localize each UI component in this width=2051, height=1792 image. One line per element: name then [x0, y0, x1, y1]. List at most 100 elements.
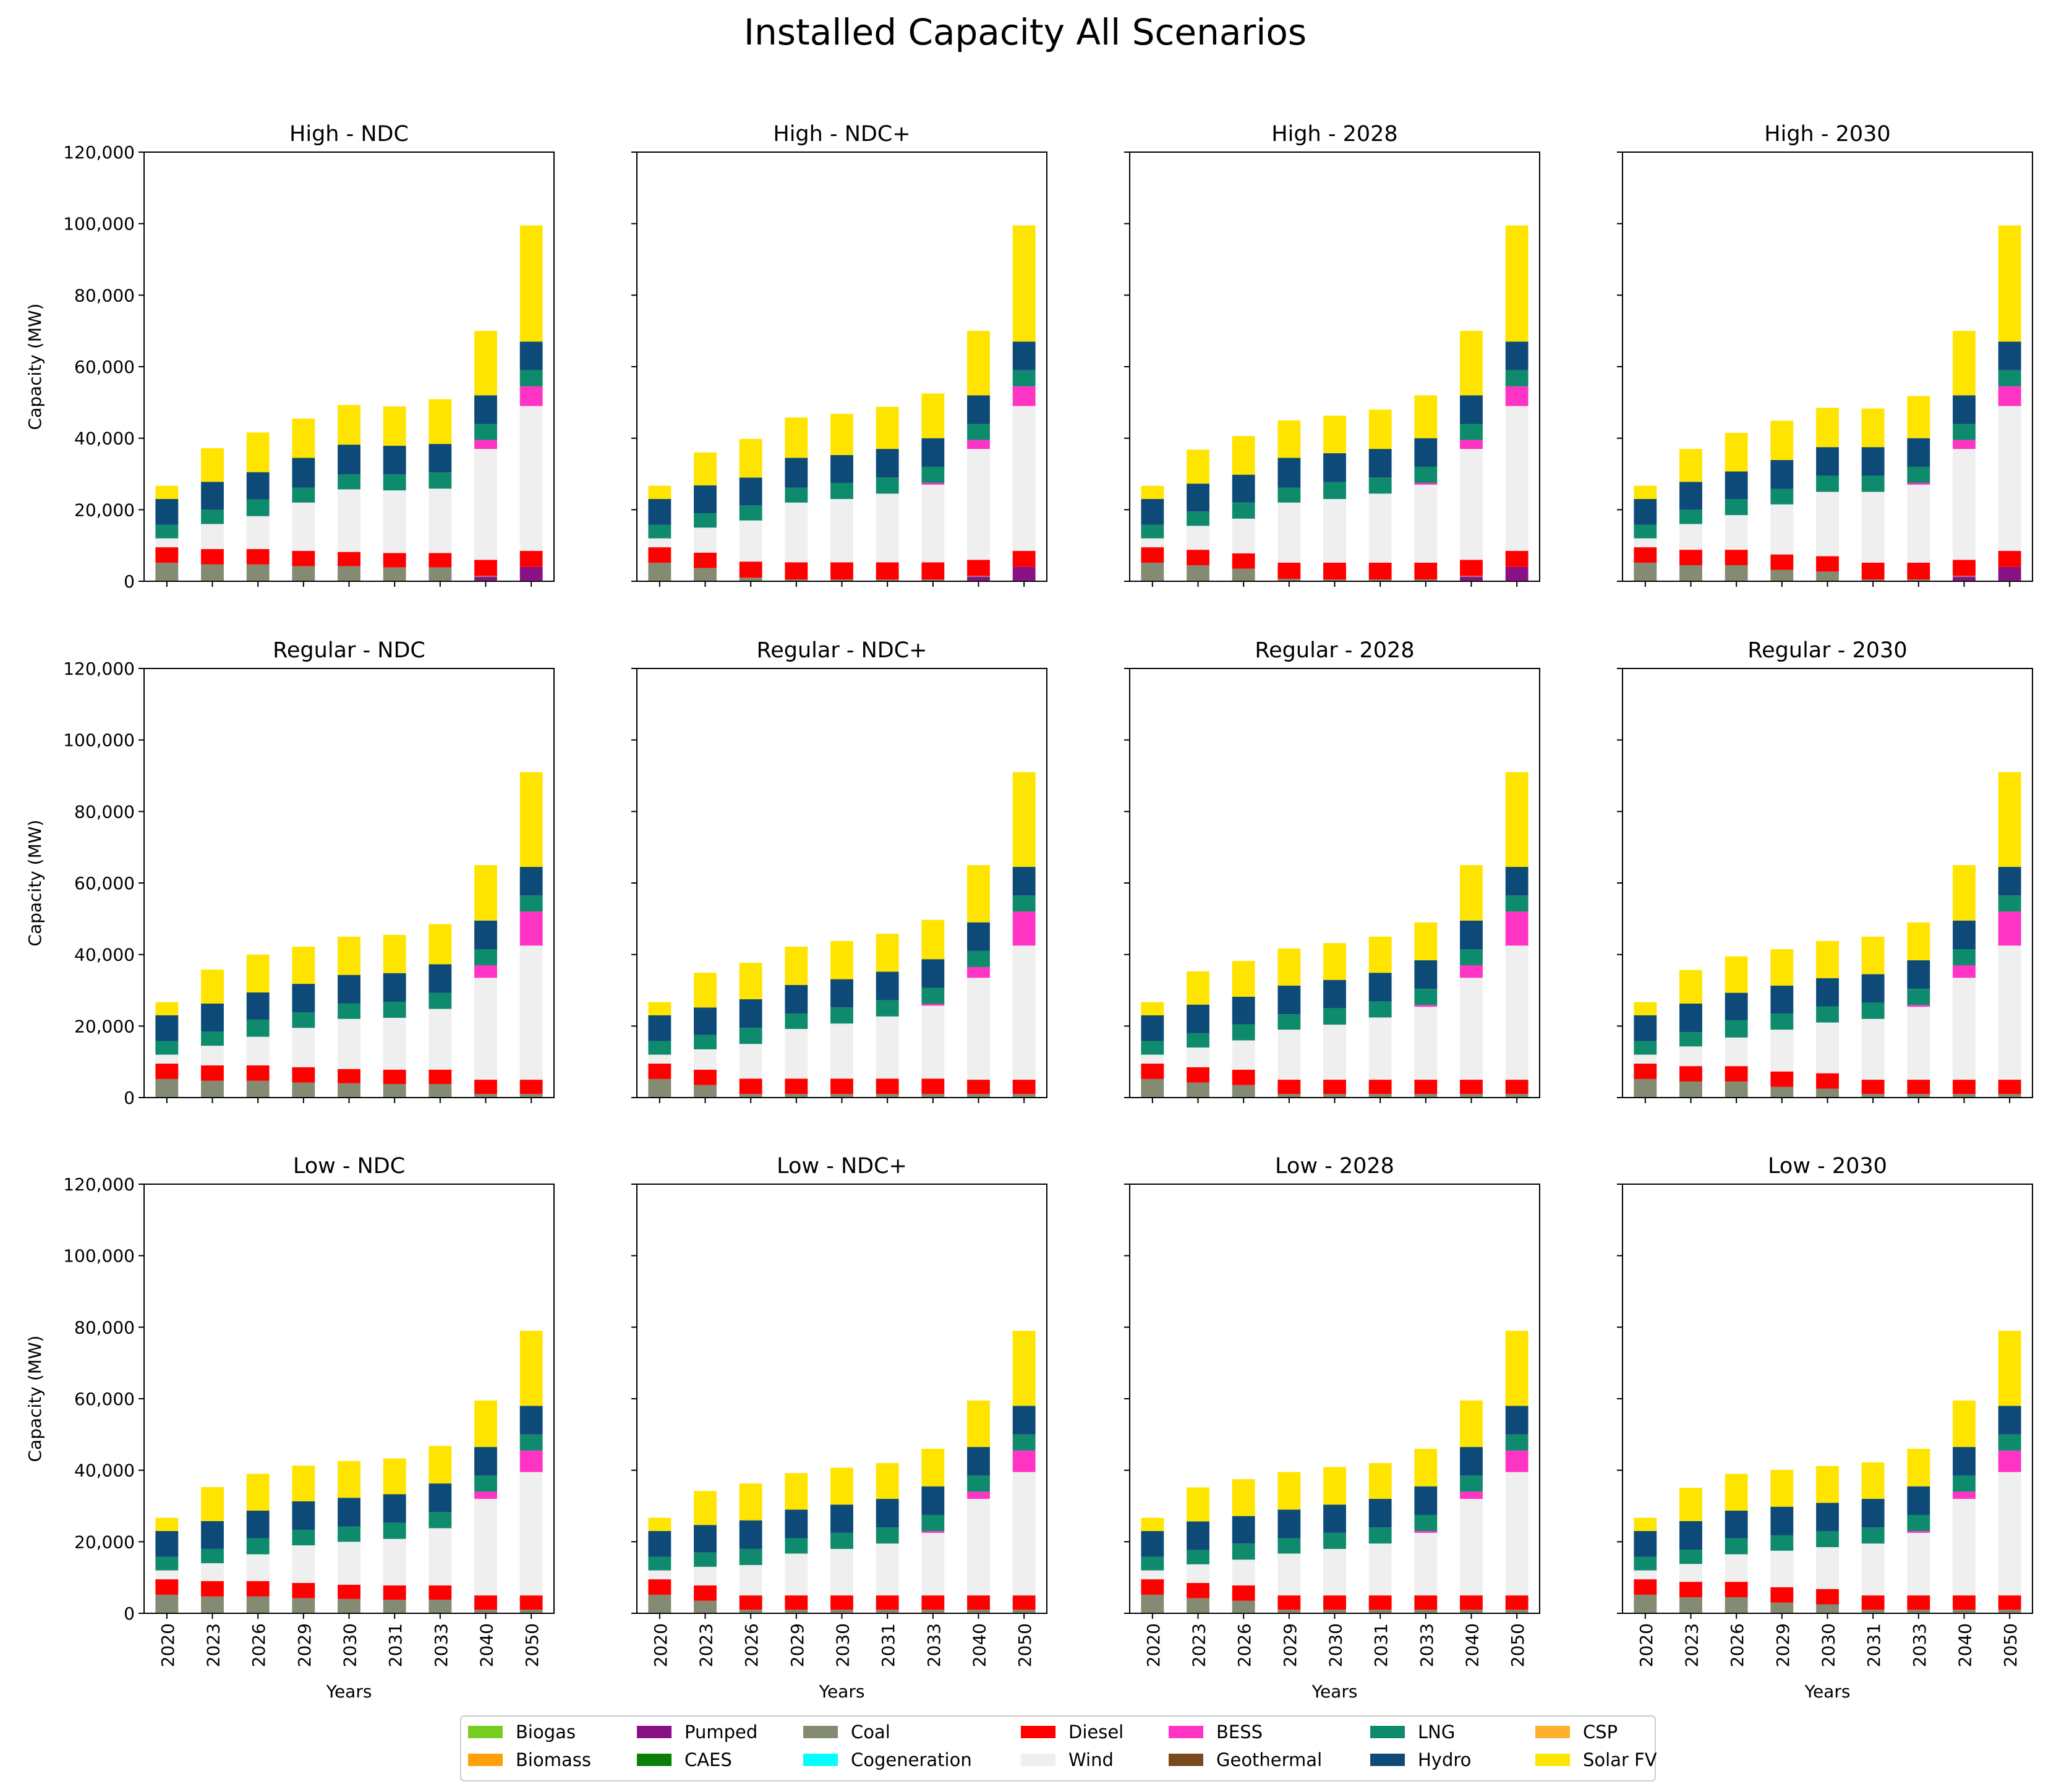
bar-segment-solar-fv-2040	[967, 865, 990, 923]
bar-segment-hydro-2040	[1953, 920, 1976, 949]
bar-segment-hydro-2040	[474, 395, 497, 424]
bar-segment-coal-2040	[1460, 1094, 1483, 1097]
bar-segment-coal-2023	[694, 568, 717, 581]
legend-swatch	[468, 1754, 503, 1766]
bar-segment-lng-2031	[1368, 477, 1392, 494]
panel-regular-ndc: Regular - NDC 0 20,000 40,000 60,000 80,000 10…	[25, 638, 555, 1108]
bar-segment-diesel-2023	[1679, 1582, 1702, 1597]
bar-segment-hydro-2020	[648, 1530, 672, 1557]
bar-segment-solar-fv-2020	[1141, 485, 1164, 499]
bar-segment-wind-2030	[338, 489, 360, 552]
bar-segment-lng-2020	[1634, 1556, 1657, 1571]
bar-segment-diesel-2030	[1323, 562, 1346, 580]
bar-segment-coal-2033	[1414, 1094, 1438, 1097]
y-tick-label: 120,000	[63, 142, 135, 163]
bar-segment-coal-2029	[785, 1094, 808, 1097]
bar-segment-wind-2029	[785, 1028, 808, 1079]
legend-item-biomass: Biomass	[468, 1749, 591, 1770]
bar-segment-wind-2033	[429, 1528, 452, 1585]
bar-segment-diesel-2020	[155, 1064, 179, 1079]
bar-segment-lng-2020	[648, 524, 672, 539]
bar-segment-hydro-2050	[1998, 866, 2021, 896]
bar-segment-coal-2020	[155, 1594, 179, 1613]
bar-segment-diesel-2040	[967, 1595, 990, 1610]
bar-segment-diesel-2050	[1505, 1595, 1529, 1610]
bar-segment-coal-2040	[1953, 576, 1976, 578]
bar-segment-lng-2023	[1187, 1033, 1209, 1048]
bar-segment-diesel-2030	[1816, 1073, 1839, 1089]
bar-segment-solar-fv-2031	[1861, 936, 1885, 975]
bar-segment-diesel-2030	[830, 1078, 853, 1094]
bar-segment-diesel-2029	[1770, 1071, 1794, 1087]
bar-segment-diesel-2029	[1277, 1080, 1301, 1094]
bar-segment-diesel-2020	[1634, 1579, 1657, 1595]
x-axis-label: Years	[1311, 1681, 1358, 1702]
bar-segment-wind-2023	[1679, 524, 1702, 550]
bar-segment-diesel-2026	[739, 1078, 762, 1094]
bar-segment-solar-fv-2050	[519, 225, 543, 342]
x-tick-label: 2040	[1462, 1623, 1483, 1667]
bar-segment-lng-2033	[921, 988, 945, 1004]
bar-segment-diesel-2026	[739, 561, 762, 578]
bar-segment-wind-2020	[1634, 538, 1657, 548]
y-tick-label: 100,000	[63, 214, 135, 234]
bar-segment-solar-fv-2031	[383, 406, 406, 446]
x-tick-label: 2020	[1636, 1623, 1657, 1667]
bar-segment-hydro-2030	[830, 1504, 853, 1533]
bar-segment-wind-2020	[648, 1570, 672, 1580]
bar-segment-lng-2026	[1725, 1020, 1748, 1038]
bar-segment-solar-fv-2026	[246, 1474, 270, 1511]
bar-segment-hydro-2033	[1414, 960, 1438, 989]
bar-segment-wind-2031	[876, 1543, 899, 1596]
bar-segment-wind-2040	[474, 449, 497, 560]
bar-segment-coal-2020	[1141, 1594, 1164, 1613]
bar-segment-wind-2029	[785, 502, 808, 563]
bar-segment-wind-2030	[830, 1023, 853, 1079]
bar-segment-wind-2026	[1725, 1554, 1748, 1582]
legend-item-lng: LNG	[1370, 1722, 1455, 1743]
legend-item-diesel: Diesel	[1021, 1722, 1124, 1743]
bar-segment-lng-2030	[830, 1007, 853, 1024]
bar-segment-coal-2040	[1460, 1610, 1483, 1613]
bar-segment-solar-fv-2033	[921, 393, 945, 438]
bar-segment-wind-2031	[383, 490, 406, 553]
bar-segment-bess-2050	[1998, 386, 2021, 406]
bar-segment-hydro-2023	[201, 1521, 224, 1549]
bar-segment-hydro-2030	[1816, 978, 1839, 1007]
bar-segment-hydro-2020	[1634, 498, 1657, 525]
chart-grid: High - NDC 0 20,000 40,000 60,000 80,000 100,0…	[25, 122, 2033, 1702]
bar-segment-bess-2050	[519, 911, 543, 946]
bar-segment-solar-fv-2023	[1679, 449, 1702, 482]
legend-swatch	[637, 1726, 672, 1738]
panel-low-2028: Low - 2028 2020 2023 2026 2029 2030 2031 2033 20…	[1124, 1154, 1540, 1702]
bar-segment-wind-2031	[1861, 1018, 1885, 1080]
x-tick-label: 2030	[833, 1623, 853, 1667]
bar-segment-coal-2029	[785, 579, 808, 581]
bar-segment-solar-fv-2031	[876, 1463, 899, 1499]
bar-segment-coal-2040	[1953, 1094, 1976, 1097]
x-tick-label: 2026	[249, 1623, 269, 1667]
legend-item-biogas: Biogas	[468, 1722, 576, 1743]
bar-segment-diesel-2023	[1187, 1582, 1209, 1598]
bar-segment-pumped-2050	[1998, 566, 2021, 581]
bar-segment-lng-2040	[1460, 1475, 1483, 1492]
bar-segment-diesel-2020	[1634, 1064, 1657, 1079]
bar-segment-hydro-2030	[338, 445, 360, 475]
bar-segment-lng-2030	[1816, 476, 1839, 492]
bar-segment-lng-2031	[1861, 476, 1885, 492]
bar-segment-wind-2029	[292, 1028, 315, 1067]
bar-segment-coal-2050	[1012, 1610, 1036, 1613]
bar-segment-wind-2029	[1770, 1550, 1794, 1587]
bar-segment-solar-fv-2040	[1953, 331, 1976, 396]
bar-segment-lng-2031	[1861, 1002, 1885, 1019]
bar-segment-lng-2033	[921, 466, 945, 483]
bar-segment-coal-2030	[1323, 579, 1346, 581]
panel-title: Regular - 2030	[1747, 638, 1907, 663]
bar-segment-wind-2033	[1414, 1007, 1438, 1080]
bar-segment-coal-2020	[1634, 1594, 1657, 1613]
bar-segment-diesel-2020	[1141, 1064, 1164, 1079]
bar-segment-lng-2040	[1460, 949, 1483, 966]
bar-segment-wind-2040	[967, 1498, 990, 1596]
x-tick-label: 2029	[1773, 1623, 1793, 1667]
y-tick-label: 0	[124, 571, 135, 592]
